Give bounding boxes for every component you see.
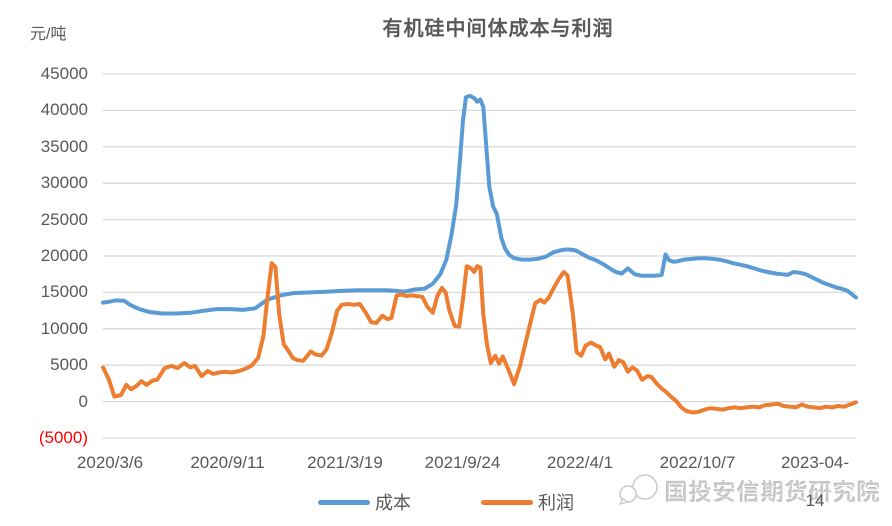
x-tick-label-wrap: 14 — [805, 491, 825, 510]
y-tick-label: 45000 — [40, 64, 88, 83]
y-tick-label: 35000 — [40, 136, 88, 156]
y-tick-label: 30000 — [40, 173, 88, 193]
x-tick-label: 2020/9/11 — [190, 453, 265, 472]
x-tick-label: 2021/3/19 — [307, 453, 383, 472]
legend-swatch-cost — [318, 499, 370, 505]
watermark-text: 国投安信期货研究院 — [665, 479, 881, 505]
y-tick-label: 20000 — [40, 246, 88, 265]
x-tick-label: 2022/4/1 — [546, 453, 614, 472]
legend-item-cost: 成本 — [318, 489, 411, 515]
y-tick-label: 0 — [78, 391, 88, 411]
y-tick-label: 25000 — [40, 209, 88, 229]
x-tick-label: 2021/9/24 — [424, 453, 501, 472]
cost-line — [101, 93, 858, 316]
x-tick-label: 2023-04- — [780, 453, 850, 472]
legend-label-cost: 成本 — [375, 493, 411, 513]
wechat-logo-icon — [619, 474, 658, 505]
y-tick-label: 15000 — [40, 282, 88, 302]
legend-label-profit: 利润 — [538, 493, 574, 513]
chart-title: 有机硅中间体成本与利润 — [382, 18, 614, 40]
x-tick-label: 2022/10/7 — [659, 453, 736, 472]
legend-swatch-profit — [481, 499, 533, 505]
chart-legend: 成本 利润 — [0, 489, 892, 515]
y-axis-unit-label: 元/吨 — [30, 26, 67, 43]
profit-line — [101, 261, 858, 415]
legend-item-profit: 利润 — [481, 489, 574, 515]
watermark: 国投安信期货研究院 — [618, 472, 881, 508]
x-tick-label: 2020/3/6 — [76, 453, 144, 472]
y-tick-label: 40000 — [40, 100, 88, 120]
y-tick-label: (5000) — [38, 428, 88, 447]
y-tick-label: 5000 — [50, 355, 88, 375]
y-tick-label: 10000 — [40, 318, 88, 338]
